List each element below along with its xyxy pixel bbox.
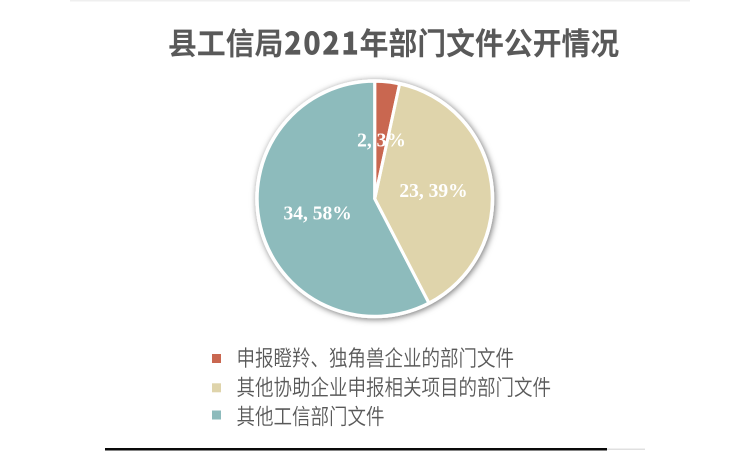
svg-text:2, 3%: 2, 3% xyxy=(357,131,406,152)
svg-text:34, 58%: 34, 58% xyxy=(283,204,351,225)
svg-text:23, 39%: 23, 39% xyxy=(399,181,467,202)
